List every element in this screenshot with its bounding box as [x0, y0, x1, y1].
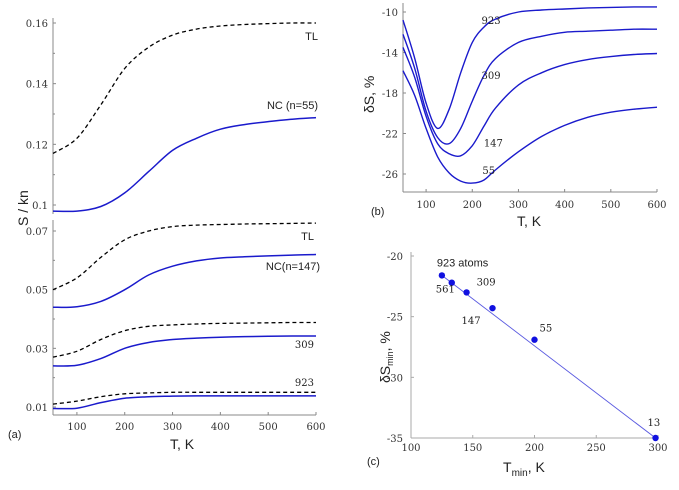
- panel-a-y-tick-label: 0.16: [26, 19, 48, 30]
- panel-c-x-tick-label: 150: [463, 443, 482, 454]
- panel-a-x-tick-label: 500: [259, 422, 278, 433]
- panel-a-series-tl-n-309: [52, 321, 316, 358]
- panel-a-y-tick-label: 0.07: [26, 227, 48, 238]
- panel-a-series-tl-n-923: [52, 391, 316, 405]
- panel-a-label: (a): [8, 429, 21, 441]
- panel-a-series-label: NC(n=147): [266, 261, 320, 273]
- panel-c-y-tick-label: -25: [387, 313, 403, 324]
- panel-a-series-label: 923: [295, 378, 314, 389]
- panel-c-x-label: Tmin, K: [503, 459, 545, 479]
- panel-c-point: [448, 279, 455, 286]
- panel-b-annotation: 147: [484, 139, 503, 150]
- panel-b-x-tick-label: 500: [601, 200, 620, 211]
- panel-b-y-tick-label: -22: [382, 130, 398, 141]
- panel-a-y-tick-label: 0.1: [32, 201, 48, 212]
- panel-a-series-tl-n-147: [52, 222, 317, 291]
- panel-a-series-label: TL: [301, 231, 314, 243]
- panel-c: 100 150 200 250 300 -20 -25 -30 -35 923 atoms 561…: [367, 252, 668, 479]
- panel-c-point: [463, 289, 470, 296]
- panel-a-x-tick-label: 400: [211, 422, 230, 433]
- panel-c-y-tick-label: -20: [387, 252, 403, 263]
- panel-c-point-label: 561: [436, 285, 455, 296]
- panel-a-y-label: S / kn: [15, 190, 31, 226]
- panel-a-series-nc-n-309: [52, 335, 316, 367]
- panel-c-point-label: 13: [648, 418, 661, 429]
- panel-a-series-label: 309: [295, 340, 314, 351]
- panel-a-series-nc-n-147: [52, 253, 317, 309]
- panel-b-annotation: 55: [482, 166, 495, 177]
- panel-b-y-label: δS, %: [361, 76, 377, 113]
- panel-a-y-tick-label: 0.01: [26, 403, 48, 414]
- panel-a-x-tick-label: 100: [67, 422, 86, 433]
- panel-c-y-tick-label: -30: [387, 373, 403, 384]
- panel-b-y-tick-label: -26: [382, 170, 398, 181]
- panel-c-point: [531, 336, 538, 343]
- panel-b-series-923: [402, 6, 657, 130]
- panel-a-y-tick-label: 0.12: [26, 140, 48, 151]
- panel-a-x-label: T, K: [170, 436, 195, 452]
- panel-c-point: [489, 304, 496, 312]
- panel-b-label: (b): [371, 206, 384, 218]
- panel-b-x-tick-label: 200: [463, 200, 482, 211]
- panel-c-point-label: 55: [540, 324, 553, 335]
- panel-a-series-nc-n-55: [52, 116, 317, 213]
- panel-c-x-tick-label: 200: [525, 443, 544, 454]
- panel-a-y-tick-label: 0.14: [26, 80, 48, 91]
- panel-c-fit-line: [441, 275, 656, 439]
- panel-c-point: [652, 434, 659, 442]
- panel-c-point-label: 309: [477, 277, 496, 288]
- panel-c-label: (c): [367, 456, 380, 468]
- panel-b-x-tick-label: 100: [417, 200, 436, 211]
- panel-a-x-tick-label: 200: [115, 422, 134, 433]
- panel-a-x-tick-label: 600: [306, 422, 325, 433]
- panel-c-y-label: δSmin, %: [377, 331, 395, 383]
- panel-b-series-147: [402, 47, 658, 158]
- panel-a-x-tick-label: 300: [163, 422, 182, 433]
- panel-b-annotation: 309: [482, 71, 501, 82]
- panel-b: 100 200 300 400 500 600 -10 -14 -18 -22 -26 923 309…: [361, 3, 667, 229]
- panel-a-series-label: TL: [305, 31, 318, 43]
- panel-b-annotation: 923: [482, 16, 501, 27]
- panel-b-x-tick-label: 300: [509, 200, 528, 211]
- panel-b-y-tick-label: -14: [382, 49, 398, 60]
- panel-c-point-label: 147: [462, 316, 481, 327]
- panel-a-series-nc-n-923: [52, 395, 316, 410]
- svg-text:δSmin, %: δSmin, %: [377, 331, 395, 383]
- panel-b-series-55: [402, 70, 658, 184]
- panel-a-y-tick-label: 0.03: [26, 344, 48, 355]
- panel-a-series-tl-n-55: [52, 22, 317, 154]
- panel-c-x-tick-label: 250: [587, 443, 606, 454]
- panel-c-point-label: 923 atoms: [437, 257, 489, 269]
- panel-a: 100 200 300 400 500 600 0.16 0.14 0.12 0.1 0.07 0.0…: [8, 18, 326, 452]
- panel-c-y-tick-label: -35: [387, 434, 403, 445]
- svg-text:Tmin, K: Tmin, K: [503, 459, 545, 479]
- panel-b-y-tick-label: -18: [382, 89, 398, 100]
- panel-c-x-tick-label: 100: [401, 443, 420, 454]
- panel-b-x-tick-label: 400: [555, 200, 574, 211]
- panel-b-x-tick-label: 600: [647, 200, 666, 211]
- panel-c-x-tick-label: 300: [648, 443, 667, 454]
- panel-b-series-309: [402, 28, 658, 145]
- panel-c-point: [438, 272, 446, 279]
- panel-b-y-tick-label: -10: [382, 8, 398, 19]
- panel-a-y-tick-label: 0.05: [26, 286, 48, 297]
- panel-a-series-label: NC (n=55): [267, 100, 318, 112]
- panel-b-x-label: T, K: [517, 213, 542, 229]
